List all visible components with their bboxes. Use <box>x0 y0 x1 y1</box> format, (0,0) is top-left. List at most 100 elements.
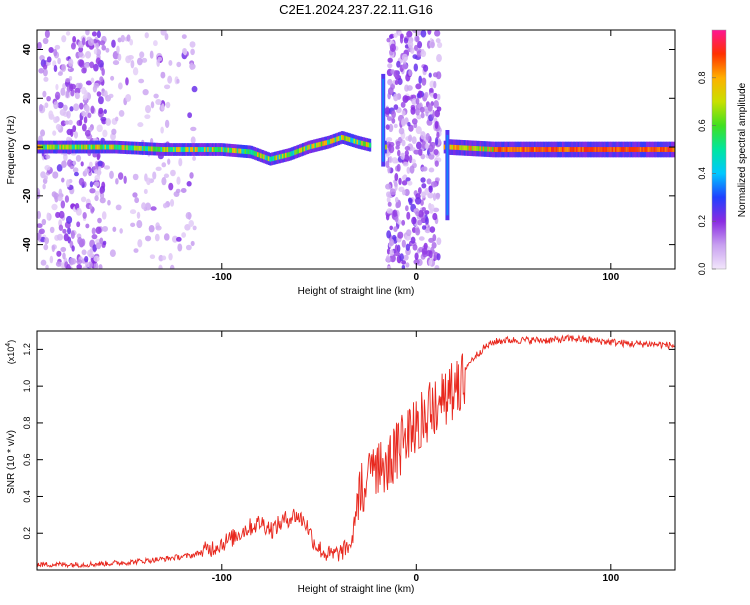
heatmap-noise-cell <box>164 84 171 90</box>
heatmap-band-core <box>627 147 630 152</box>
heatmap-noise-cell <box>64 120 70 125</box>
y-tick-label: 1.2 <box>22 343 32 356</box>
heatmap-noise-cell <box>115 116 119 122</box>
y-tick-label: 0.8 <box>22 417 32 430</box>
heatmap-band-core <box>330 138 333 144</box>
snr-multiplier-exponent: 4 <box>5 343 12 347</box>
heatmap-noise-cell <box>391 157 398 164</box>
heatmap-noise-cell <box>96 91 102 97</box>
heatmap-noise-cell <box>125 55 132 64</box>
heatmap-noise-cell <box>158 264 163 269</box>
heatmap-band-core <box>628 147 632 152</box>
heatmap-band-core <box>314 143 317 148</box>
heatmap-noise-cell <box>386 116 393 121</box>
heatmap-band-core <box>477 146 481 152</box>
heatmap-noise-cell <box>152 171 157 180</box>
heatmap-band-core <box>449 144 453 150</box>
heatmap-spike-core <box>382 78 385 162</box>
heatmap-noise-cell <box>89 188 96 194</box>
heatmap-band-core <box>300 147 303 153</box>
heatmap-band-core <box>225 147 229 153</box>
heatmap-band-core <box>137 145 140 151</box>
heatmap-noise-cell <box>132 192 138 198</box>
heatmap-band-core <box>200 147 204 152</box>
heatmap-noise-cell <box>168 60 173 66</box>
heatmap-noise-cell <box>389 43 396 53</box>
heatmap-band-core <box>490 146 493 152</box>
heatmap-band-core <box>348 137 351 143</box>
heatmap-band-core <box>165 147 168 152</box>
heatmap-band-core <box>459 145 462 151</box>
heatmap-noise-cell <box>93 255 100 262</box>
heatmap-band-core <box>602 147 605 152</box>
heatmap-band-core <box>532 147 535 152</box>
heatmap-noise-cell <box>67 159 73 167</box>
heatmap-band-core <box>272 156 275 161</box>
heatmap-band-core <box>168 147 171 152</box>
heatmap-noise-cell <box>427 103 433 112</box>
heatmap-band-core <box>78 144 81 150</box>
heatmap-noise-cell <box>430 204 435 212</box>
heatmap-noise-cell <box>391 110 396 119</box>
heatmap-band-core <box>283 153 286 159</box>
heatmap-noise-cell <box>55 211 61 218</box>
heatmap-noise-cell <box>401 239 406 248</box>
heatmap-noise-cell <box>133 248 139 253</box>
heatmap-noise-cell <box>388 144 395 154</box>
heatmap-noise-cell <box>84 262 90 268</box>
heatmap-band-core <box>317 142 320 148</box>
heatmap-noise-cell <box>71 245 75 252</box>
heatmap-band-core <box>235 148 238 154</box>
heatmap-band-core <box>98 144 101 150</box>
heatmap-band-core <box>303 146 306 152</box>
heatmap-band-core <box>495 147 498 152</box>
heatmap-noise-cell <box>393 123 398 129</box>
heatmap-noise-cell <box>416 92 421 99</box>
heatmap-noise-cell <box>434 30 441 37</box>
heatmap-noise-cell <box>125 93 132 102</box>
heatmap-noise-cell <box>37 232 42 241</box>
heatmap-band-core <box>84 144 87 150</box>
heatmap-noise-cell <box>138 78 145 84</box>
heatmap-noise-cell <box>60 200 66 209</box>
heatmap-band-core <box>146 146 149 152</box>
heatmap-band-core <box>498 147 501 152</box>
heatmap-band-core <box>631 147 635 152</box>
heatmap-noise-cell <box>51 191 57 198</box>
heatmap-band-core <box>347 136 350 142</box>
heatmap-band-core <box>249 149 252 155</box>
y-tick-label: 20 <box>22 92 33 104</box>
heatmap-band-core <box>326 139 330 145</box>
heatmap-noise-cell <box>436 93 441 101</box>
heatmap-band-core <box>286 152 289 158</box>
heatmap-noise-cell <box>428 259 433 267</box>
heatmap-noise-cell <box>45 154 51 160</box>
heatmap-band-core <box>278 154 281 160</box>
heatmap-noise-cell <box>435 193 440 200</box>
heatmap-noise-cell <box>427 30 432 35</box>
heatmap-noise-cell <box>58 188 63 197</box>
heatmap-noise-cell <box>393 32 398 38</box>
heatmap-band-core <box>306 145 309 151</box>
heatmap-band-core <box>519 147 523 152</box>
heatmap-band-core <box>351 138 355 144</box>
heatmap-noise-cell <box>43 76 49 82</box>
heatmap-noise-cell <box>90 77 95 84</box>
heatmap-noise-cell <box>58 210 65 219</box>
heatmap-noise-cell <box>189 62 194 70</box>
heatmap-noise-cell <box>37 210 41 220</box>
heatmap-noise-cell <box>411 98 418 105</box>
heatmap-band-core <box>319 141 322 147</box>
heatmap-noise-cell <box>160 30 167 36</box>
heatmap-noise-cell <box>412 244 418 251</box>
heatmap-band-core <box>361 140 364 146</box>
heatmap-band-core <box>456 145 459 150</box>
heatmap-noise-cell <box>81 249 87 256</box>
heatmap-band-core <box>557 147 560 152</box>
heatmap-band-core <box>599 147 602 152</box>
heatmap-band-core <box>135 145 138 151</box>
heatmap-noise-cell <box>70 42 76 50</box>
heatmap-band-core <box>172 147 176 152</box>
